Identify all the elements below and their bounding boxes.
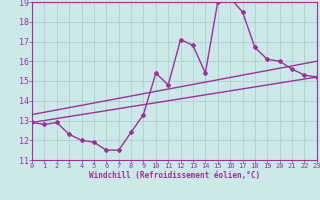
X-axis label: Windchill (Refroidissement éolien,°C): Windchill (Refroidissement éolien,°C) — [89, 171, 260, 180]
